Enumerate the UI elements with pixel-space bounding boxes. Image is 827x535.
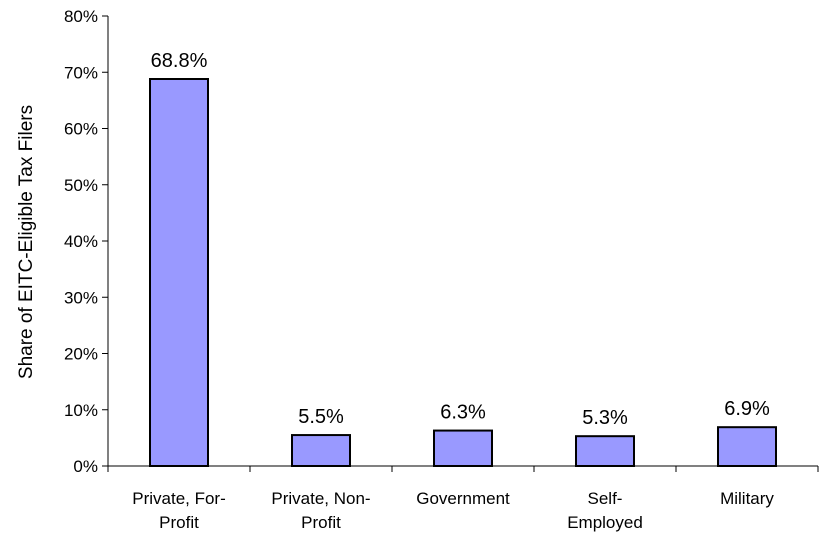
- y-tick-label: 80%: [64, 7, 98, 26]
- x-category-label-line: Profit: [159, 513, 199, 532]
- x-category-label-line: Military: [720, 489, 774, 508]
- y-tick-label: 50%: [64, 176, 98, 195]
- data-label: 6.9%: [724, 398, 770, 420]
- y-tick-label: 70%: [64, 63, 98, 82]
- x-category-label: Private, For- Profit: [132, 489, 226, 532]
- x-category-label: Military: [720, 489, 774, 508]
- data-label: 5.5%: [298, 406, 344, 428]
- y-tick-label: 30%: [64, 288, 98, 307]
- y-tick-label: 60%: [64, 120, 98, 139]
- y-axis-title: Share of EITC-Eligible Tax Filers: [16, 105, 37, 379]
- bar: [291, 434, 351, 467]
- x-category-label-line: Employed: [567, 513, 643, 532]
- bar: [149, 78, 209, 467]
- y-tick-label: 0%: [73, 457, 98, 476]
- bar: [717, 426, 777, 467]
- x-category-label: Private, Non- Profit: [271, 489, 370, 532]
- y-tick-label: 10%: [64, 401, 98, 420]
- bar: [575, 435, 635, 467]
- x-category-label-line: Self-: [588, 489, 623, 508]
- data-label: 5.3%: [582, 407, 628, 429]
- x-category-label-line: Profit: [301, 513, 341, 532]
- x-category-label-line: Private, For-: [132, 489, 226, 508]
- x-category-label: Government: [416, 489, 510, 508]
- x-category-label-line: Private, Non-: [271, 489, 370, 508]
- x-category-label-line: Government: [416, 489, 510, 508]
- data-label: 68.8%: [151, 50, 208, 72]
- bar: [433, 429, 493, 467]
- x-category-label: Self- Employed: [567, 489, 643, 532]
- y-tick-label: 40%: [64, 232, 98, 251]
- y-tick-label: 20%: [64, 345, 98, 364]
- data-label: 6.3%: [440, 402, 486, 424]
